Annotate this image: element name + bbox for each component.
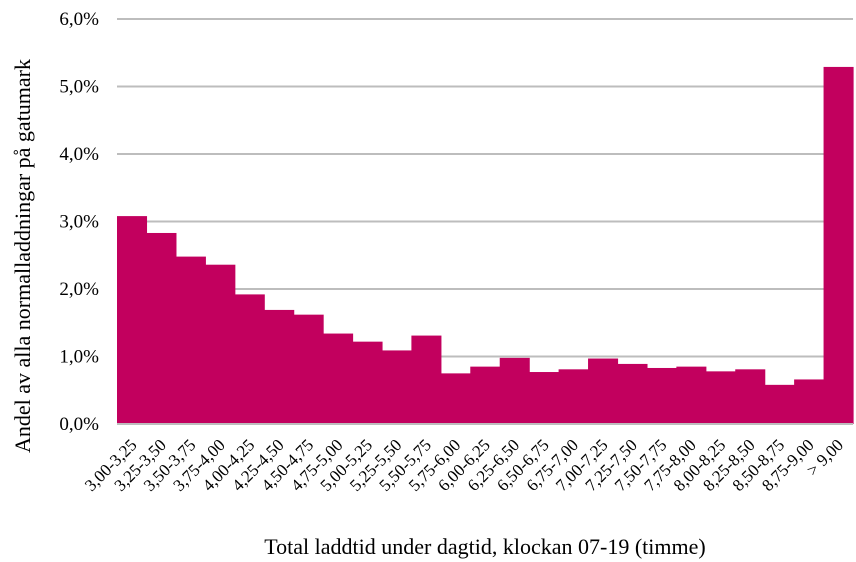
y-axis-ticks: 0,0% 1,0% 2,0% 3,0% 4,0% 5,0% 6,0% (59, 9, 99, 435)
x-axis-title: Total laddtid under dagtid, klockan 07-1… (264, 534, 705, 559)
bar (823, 66, 854, 425)
bar (794, 379, 825, 424)
bars (117, 66, 854, 425)
bar (705, 371, 736, 424)
y-tick-label: 1,0% (59, 347, 99, 368)
bar (617, 363, 648, 424)
y-axis-title: Andel av alla normalladdningar på gatuma… (10, 59, 35, 453)
bar (352, 341, 383, 424)
bar (676, 366, 707, 424)
x-axis-ticks: 3,00-3,253,25-3,503,50-3,753,75-4,004,00… (81, 435, 847, 495)
bar (588, 358, 619, 424)
gridlines (117, 18, 853, 358)
bar (234, 294, 265, 424)
bar (529, 372, 560, 424)
bar (735, 369, 766, 424)
y-tick-label: 3,0% (59, 212, 99, 233)
bar (175, 256, 206, 424)
bar (117, 216, 148, 424)
y-tick-label: 4,0% (59, 144, 99, 165)
bar (146, 232, 177, 424)
y-tick-label: 5,0% (59, 77, 99, 98)
bar (470, 366, 501, 424)
bar (381, 350, 412, 424)
y-tick-label: 6,0% (59, 9, 99, 30)
y-tick-label: 0,0% (59, 414, 99, 435)
bar (323, 333, 354, 424)
bar (264, 309, 295, 424)
bar (646, 367, 677, 424)
bar (411, 335, 442, 424)
bar (499, 357, 530, 424)
y-tick-label: 2,0% (59, 279, 99, 300)
bar (205, 264, 236, 424)
bar (440, 373, 471, 424)
bar (558, 369, 589, 424)
bar (764, 384, 795, 424)
bar (293, 314, 324, 424)
